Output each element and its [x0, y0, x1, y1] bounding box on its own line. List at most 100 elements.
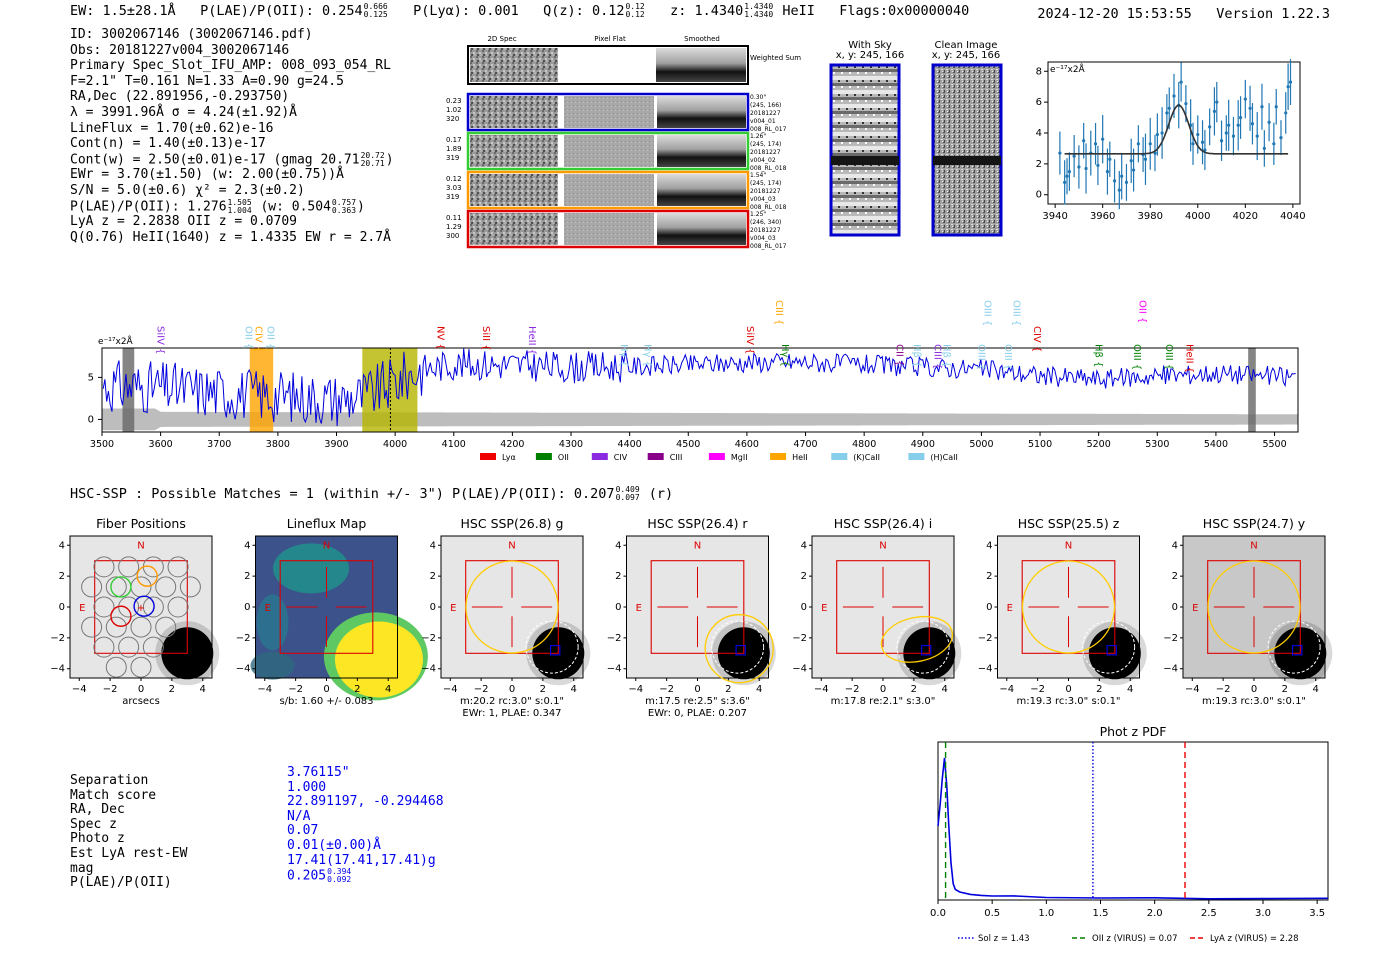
info-contn: Cont(n) = 1.40(±0.13)e-17 [70, 136, 266, 152]
spectrum-legend-swatch [591, 453, 608, 460]
zoom-data-point [1143, 157, 1148, 161]
fiber-circle [81, 616, 103, 638]
zoom-line-fit-chart: e⁻¹⁷x2Å 3940 3960 3980 4000 4020 4040 0 2 4 6 8 [1036, 59, 1306, 222]
hsc-xtick-label: −2 [288, 684, 303, 695]
spectrum-line-label: OIII { [1011, 300, 1022, 326]
pdf-xtick-label: 0.5 [984, 908, 1000, 919]
cutout-row-meta: 0.30" [750, 94, 766, 101]
hsc-ytick-label: 4 [986, 540, 992, 551]
value-plae: 0.205 0.394 0.092 [287, 867, 352, 885]
spectrum-line-label: HeII { [526, 326, 537, 355]
spectrum-line-label: CIII { [932, 344, 943, 369]
zoom-data-point [1165, 111, 1169, 115]
hsc-xtick-label: 4 [756, 684, 762, 695]
detection-info: ID: 3002067146 (3002067146.pdf) Obs: 201… [70, 27, 394, 245]
col-label-smoothed: Smoothed [684, 35, 720, 43]
zoom-data-point [1131, 168, 1136, 172]
cutout-2dspec [470, 174, 558, 206]
zoom-xtick-label: 3940 [1042, 211, 1067, 222]
zoom-data-point [1184, 102, 1188, 106]
spectrum-line-label: SiIV { [155, 326, 166, 354]
zoom-data-point [1112, 179, 1117, 183]
info-obs: Obs: 20181227v004_3002067146 [70, 42, 290, 58]
weighted-sum-label: Weighted Sum [750, 54, 801, 62]
hsc-ytick-label: 0 [615, 602, 621, 613]
zoom-data-point [1227, 123, 1231, 127]
hsc-panel-caption: m:19.3 rc:3.0" s:0.1" [1016, 696, 1120, 707]
zoom-data-point [1224, 131, 1228, 135]
spectrum-line-label: Hγ { [779, 344, 790, 367]
hsc-ytick-label: −2 [421, 633, 436, 644]
cutout-row-stat: 0.11 [446, 214, 462, 222]
zoom-xtick-label: 4000 [1185, 211, 1210, 222]
fiber-circle [105, 576, 127, 598]
cutout-row-meta: (245, 174) [750, 180, 781, 187]
cutout-pixelflat [564, 174, 654, 206]
hsc-panel-caption: arcsecs [122, 696, 160, 707]
zoom-data-point [1208, 125, 1212, 129]
spectrum-ytick-label: 5 [88, 372, 94, 383]
spectrum-xtick-label: 4800 [852, 439, 876, 450]
label-radec: RA, Dec [70, 802, 125, 818]
zoom-data-point [1172, 94, 1176, 98]
hsc-xtick-label: −4 [257, 684, 272, 695]
info-fparams: F=2.1" T=0.161 N=1.33 A=0.90 g=24.5 [70, 73, 344, 89]
east-label: E [79, 603, 85, 614]
zoom-data-point [1120, 174, 1124, 178]
cutout-row-stat: 319 [446, 154, 459, 162]
hsc-imaging-panels: Fiber Positions 4 −4 2 −2 0 0 −2 2 −4 4 arcsecs N E + L… [50, 516, 1333, 719]
value-radec: 22.891197, -0.294468 [287, 794, 444, 810]
north-label: N [137, 540, 144, 551]
spectrum-line-label: CIV { [1031, 326, 1042, 352]
east-label: E [821, 603, 827, 614]
header-z: z: 1.4340 [670, 3, 744, 19]
zoom-data-point [1179, 80, 1183, 84]
fiber-primary [133, 595, 155, 617]
hsc-panel-caption: m:20.2 rc:3.0" s:0.1" [460, 696, 564, 707]
cutout-row-meta: (245, 174) [750, 141, 781, 148]
zoom-ytick-label: 6 [1036, 97, 1042, 108]
source-ellipse-dashed [896, 620, 950, 674]
hsc-xtick-label: −4 [999, 684, 1014, 695]
zoom-data-point [1279, 136, 1283, 140]
cutout-row-meta: v004_03 [750, 235, 776, 242]
hsc-ytick-label: 4 [801, 540, 807, 551]
north-label: N [879, 540, 886, 551]
hsc-xtick-label: 0 [1065, 684, 1071, 695]
cutout-smoothed [657, 135, 746, 167]
spectrum-flux-line [102, 348, 1296, 427]
north-label: N [323, 540, 330, 551]
header-summary: EW: 1.5±28.1Å P(LAE)/P(OII): 0.254 0.666 0… [70, 3, 969, 20]
hsc-xtick-label: 0 [694, 684, 700, 695]
hsc-ytick-label: 2 [59, 571, 65, 582]
spectrum-legend-swatch [908, 453, 925, 460]
cutout-row-stat: 3.03 [446, 184, 462, 192]
zoom-data-point [1108, 157, 1112, 161]
spectra-cutouts: 2D Spec Pixel Flat Smoothed Weighted Sum… [446, 35, 1000, 250]
zoom-data-point [1136, 142, 1140, 146]
pdf-frame [937, 741, 1329, 901]
hsc-xtick-label: −2 [474, 684, 489, 695]
cutout-2dspec [470, 213, 558, 245]
value-lya-ew: 0.01(±0.00)Å [287, 837, 381, 853]
hsc-ytick-label: −4 [978, 664, 993, 675]
with-sky-panel: With Sky x, y: 245, 166 [836, 40, 905, 61]
zoom-data-point [1231, 134, 1236, 138]
spectrum-frame [101, 347, 1299, 433]
spectrum-legend-swatch [480, 453, 496, 460]
hsc-ytick-label: −2 [50, 633, 65, 644]
fiber-circle [167, 596, 189, 618]
zoom-data-point [1058, 151, 1062, 155]
zoom-ytick-label: 8 [1036, 66, 1042, 77]
pdf-xtick-label: 1.5 [1093, 908, 1109, 919]
spectrum-line-label: Hγ { [618, 344, 629, 367]
east-label: E [636, 603, 642, 614]
label-separation: Separation [70, 773, 149, 788]
hsc-panel-title: Lineflux Map [287, 516, 367, 531]
spectrum-legend-swatch [831, 453, 848, 460]
zoom-data-point [1093, 142, 1098, 146]
zoom-data-point [1117, 188, 1121, 192]
cutout-2dspec [470, 96, 558, 128]
value-photo-z: 0.07 [287, 823, 319, 839]
spectrum-line-label: OII { [264, 326, 275, 349]
